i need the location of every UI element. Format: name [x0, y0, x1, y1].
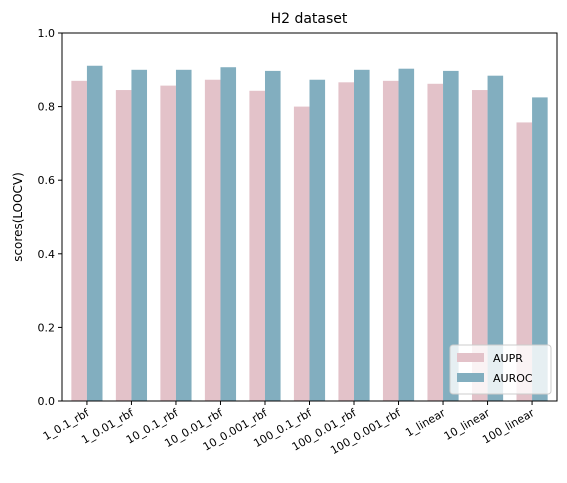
y-tick-label: 0.2 — [38, 321, 56, 334]
y-tick-label: 0.4 — [38, 248, 56, 261]
bar-auroc-10_0.001_rbf — [264, 70, 281, 402]
bar-auroc-100_0.001_rbf — [398, 68, 415, 401]
bar-aupr-10_0.1_rbf — [160, 85, 176, 402]
legend-label-auroc: AUROC — [493, 372, 533, 385]
y-tick-label: 0.8 — [38, 101, 56, 114]
bar-aupr-10_0.001_rbf — [249, 90, 265, 401]
x-tick-label: 1_linear — [403, 406, 448, 439]
bar-auroc-10_0.1_rbf — [175, 69, 192, 402]
bar-aupr-100_0.001_rbf — [382, 80, 399, 401]
plot-frame — [61, 32, 558, 402]
bar-aupr-100_0.1_rbf — [293, 106, 310, 401]
bar-aupr-100_linear — [516, 122, 533, 402]
y-axis: 0.0 0.2 0.4 0.6 0.8 1.0 — [38, 27, 62, 408]
legend-swatch-aupr — [457, 353, 484, 362]
legend: AUPR AUROC — [449, 344, 552, 395]
bar-auroc-100_0.01_rbf — [354, 69, 370, 402]
bar-aupr-1_linear — [427, 83, 444, 401]
bar-auroc-10_linear — [487, 75, 504, 401]
bar-auroc-100_0.1_rbf — [309, 79, 326, 402]
bar-auroc-1_linear — [443, 70, 459, 402]
bar-aupr-10_linear — [471, 90, 488, 401]
bar-aupr-1_0.01_rbf — [115, 90, 132, 401]
bar-auroc-10_0.01_rbf — [220, 67, 237, 401]
bar-auroc-100_linear — [532, 97, 548, 402]
y-tick-label: 0.6 — [38, 174, 56, 187]
chart-title: H2 dataset — [271, 11, 348, 27]
y-axis-label: scores(LOOCV) — [11, 172, 25, 262]
y-tick-label: 0.0 — [38, 395, 56, 408]
legend-label-aupr: AUPR — [493, 352, 523, 365]
bar-aupr-10_0.01_rbf — [204, 79, 221, 402]
bar-aupr-1_0.1_rbf — [71, 80, 87, 401]
y-tick-label: 1.0 — [38, 27, 56, 40]
bars-layer — [71, 65, 548, 402]
bar-aupr-100_0.01_rbf — [338, 82, 355, 401]
x-axis: 1_0.1_rbf1_0.01_rbf10_0.1_rbf10_0.01_rbf… — [41, 401, 537, 457]
bar-auroc-1_0.1_rbf — [86, 65, 103, 401]
bar-auroc-1_0.01_rbf — [131, 69, 148, 402]
legend-swatch-auroc — [457, 373, 484, 382]
